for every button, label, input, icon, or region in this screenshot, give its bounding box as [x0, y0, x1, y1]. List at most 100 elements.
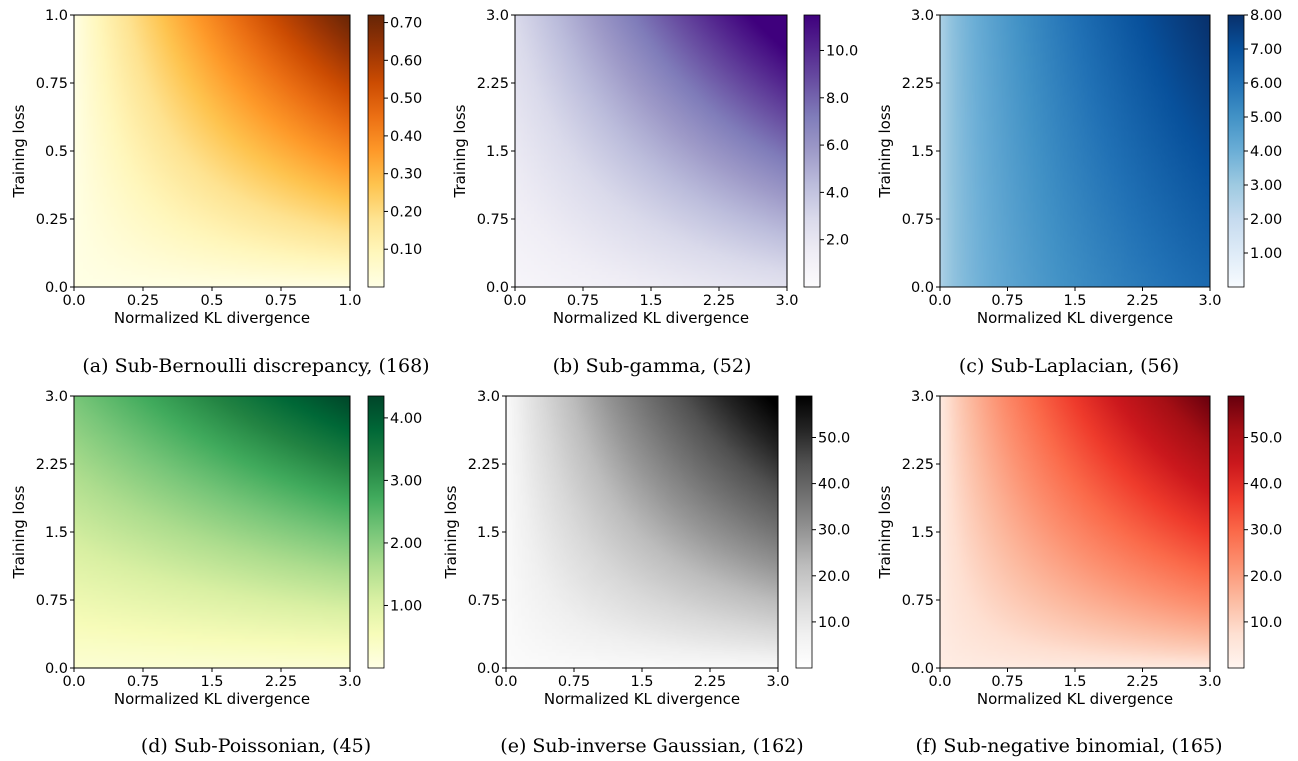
heatmap-image [515, 15, 787, 287]
x-tick-label: 2.25 [703, 293, 735, 309]
x-tick-label: 0.0 [62, 293, 85, 309]
x-tick-label: 0.75 [265, 293, 297, 309]
subfigure-caption: (e) Sub-inverse Gaussian, (162) [500, 735, 803, 757]
y-tick-label: 2.25 [468, 457, 500, 473]
y-tick-label: 0.5 [45, 144, 68, 160]
colorbar-tick-label: 0.70 [390, 16, 422, 32]
colorbar-tick-label: 10.0 [1250, 615, 1282, 631]
colorbar-tick-label: 20.0 [1250, 569, 1282, 585]
y-tick-label: 3.0 [477, 389, 500, 405]
colorbar-tick-label: 8.00 [1250, 8, 1282, 24]
x-tick-label: 3.0 [775, 293, 798, 309]
x-axis-label: Normalized KL divergence [114, 309, 310, 327]
subfigure-caption: (b) Sub-gamma, (52) [553, 355, 752, 377]
x-tick-label: 2.25 [694, 674, 726, 690]
colorbar [1227, 395, 1245, 669]
heatmap-panel: 0.0 0.75 1.5 2.25 3.0 0.0 0.75 1.5 2.25 3.0 Normal… [876, 8, 1282, 377]
x-tick-label: 0.5 [200, 293, 223, 309]
colorbar-tick-label: 2.00 [390, 536, 422, 552]
colorbar-tick-label: 20.0 [818, 569, 850, 585]
x-tick-label: 0.75 [567, 293, 599, 309]
colorbar-tick-label: 0.30 [390, 167, 422, 183]
colorbar-tick-label: 8.0 [826, 91, 849, 107]
colorbar-tick-label: 40.0 [818, 477, 850, 493]
heatmap-panel: 0.0 0.25 0.5 0.75 1.0 0.0 0.25 0.5 0.75 1.0 Normal… [10, 8, 430, 377]
colorbar-tick-label: 40.0 [1250, 477, 1282, 493]
x-tick-label: 3.0 [1198, 674, 1221, 690]
x-tick-label: 0.25 [127, 293, 159, 309]
heatmap-panel: 0.0 0.75 1.5 2.25 3.0 0.0 0.75 1.5 2.25 3.0 Normal… [876, 389, 1282, 757]
x-axis-label: Normalized KL divergence [544, 690, 740, 708]
x-axis-label: Normalized KL divergence [553, 309, 749, 327]
x-tick-label: 3.0 [1198, 293, 1221, 309]
x-tick-label: 2.25 [1126, 674, 1158, 690]
colorbar-tick-label: 0.10 [390, 242, 422, 258]
x-tick-label: 1.5 [1063, 293, 1086, 309]
colorbar-tick-label: 10.0 [826, 43, 858, 59]
colorbar-tick-label: 0.20 [390, 204, 422, 220]
y-tick-label: 0.75 [902, 593, 934, 609]
y-tick-label: 0.75 [468, 593, 500, 609]
y-axis-label: Training loss [451, 104, 469, 198]
y-tick-label: 1.5 [911, 144, 934, 160]
y-tick-label: 1.0 [45, 8, 68, 24]
colorbar-tick-label: 5.00 [1250, 110, 1282, 126]
x-tick-label: 2.25 [265, 674, 297, 690]
colorbar [803, 14, 821, 288]
colorbar-tick-label: 2.0 [826, 233, 849, 249]
colorbar [367, 14, 385, 288]
colorbar-tick-label: 0.40 [390, 129, 422, 145]
colorbar-tick-label: 2.00 [1250, 212, 1282, 228]
heatmap-image [940, 396, 1210, 668]
y-tick-label: 2.25 [902, 457, 934, 473]
x-tick-label: 2.25 [1126, 293, 1158, 309]
x-tick-label: 1.5 [639, 293, 662, 309]
y-tick-label: 0.0 [45, 280, 68, 296]
subfigure-caption: (f) Sub-negative binomial, (165) [915, 735, 1222, 757]
colorbar-tick-label: 6.0 [826, 138, 849, 154]
colorbar-tick-label: 6.00 [1250, 76, 1282, 92]
colorbar-tick-label: 0.50 [390, 91, 422, 107]
x-tick-label: 1.5 [630, 674, 653, 690]
y-tick-label: 1.5 [45, 525, 68, 541]
y-tick-label: 0.75 [36, 593, 68, 609]
y-tick-label: 0.25 [36, 212, 68, 228]
y-tick-label: 0.75 [477, 212, 509, 228]
x-tick-label: 0.75 [991, 293, 1023, 309]
colorbar-tick-label: 50.0 [1250, 430, 1282, 446]
x-tick-label: 3.0 [766, 674, 789, 690]
y-tick-label: 0.0 [477, 661, 500, 677]
y-tick-label: 3.0 [45, 389, 68, 405]
colorbar [795, 395, 813, 669]
x-tick-label: 0.75 [127, 674, 159, 690]
colorbar-tick-label: 3.00 [390, 473, 422, 489]
colorbar-tick-label: 10.0 [818, 615, 850, 631]
colorbar-tick-label: 50.0 [818, 430, 850, 446]
y-tick-label: 1.5 [911, 525, 934, 541]
heatmap-image [74, 15, 350, 287]
x-tick-label: 0.75 [991, 674, 1023, 690]
y-axis-label: Training loss [10, 485, 28, 579]
subfigure-caption: (d) Sub-Poissonian, (45) [141, 735, 371, 757]
colorbar-tick-label: 7.00 [1250, 42, 1282, 58]
y-tick-label: 3.0 [911, 8, 934, 24]
colorbar-tick-label: 3.00 [1250, 178, 1282, 194]
heatmap-panel: 0.0 0.75 1.5 2.25 3.0 0.0 0.75 1.5 2.25 3.0 Normal… [442, 389, 850, 757]
heatmap-panel: 0.0 0.75 1.5 2.25 3.0 0.0 0.75 1.5 2.25 3.0 Normal… [10, 389, 422, 757]
x-axis-label: Normalized KL divergence [977, 309, 1173, 327]
y-axis-label: Training loss [876, 485, 894, 579]
y-tick-label: 0.0 [911, 280, 934, 296]
subfigure-caption: (c) Sub-Laplacian, (56) [959, 355, 1179, 377]
colorbar-tick-label: 1.00 [1250, 246, 1282, 262]
colorbar-tick-label: 0.60 [390, 53, 422, 69]
x-tick-label: 1.5 [1063, 674, 1086, 690]
y-tick-label: 0.0 [45, 661, 68, 677]
colorbar-tick-label: 4.00 [390, 411, 422, 427]
colorbar-tick-label: 30.0 [818, 523, 850, 539]
colorbar-tick-label: 30.0 [1250, 523, 1282, 539]
x-tick-label: 1.5 [200, 674, 223, 690]
x-tick-label: 0.75 [558, 674, 590, 690]
colorbar [1227, 14, 1245, 288]
x-axis-label: Normalized KL divergence [114, 690, 310, 708]
